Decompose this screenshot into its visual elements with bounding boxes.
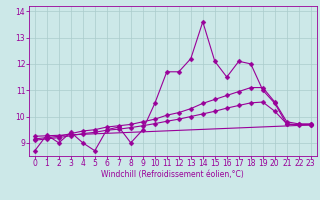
X-axis label: Windchill (Refroidissement éolien,°C): Windchill (Refroidissement éolien,°C) — [101, 170, 244, 179]
